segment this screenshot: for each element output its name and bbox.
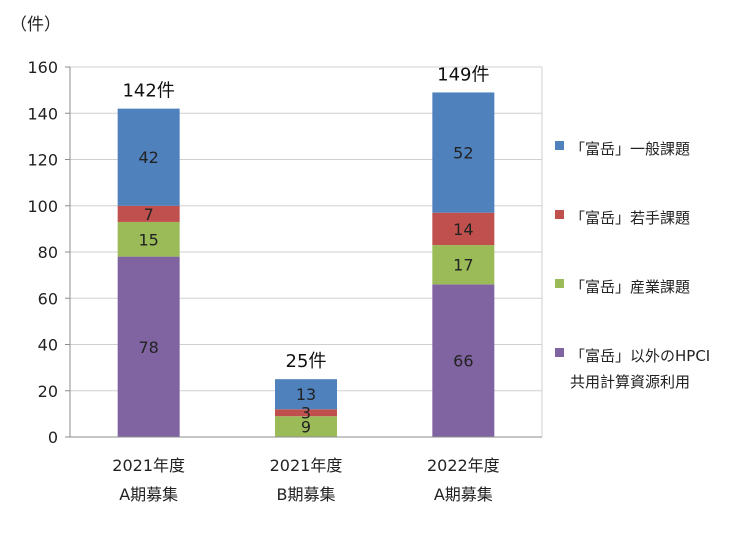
y-tick-label: 0	[48, 428, 58, 447]
legend-label-line: 「富岳」一般課題	[570, 140, 691, 158]
legend-swatch	[555, 279, 564, 288]
bar-value-label: 78	[138, 338, 158, 357]
x-tick-label: B期募集	[277, 485, 336, 504]
bar-value-label: 14	[453, 220, 473, 239]
legend-item: 「富岳」一般課題	[555, 128, 745, 197]
bar-segment	[117, 108, 180, 206]
legend-label: 「富岳」若手課題	[570, 205, 690, 231]
bar-segment	[432, 92, 495, 213]
bar-total-label: 149件	[437, 64, 489, 85]
bar-value-label: 42	[138, 148, 158, 167]
bar-segment	[432, 212, 495, 246]
x-tick-label: A期募集	[119, 485, 178, 504]
bar-segment	[275, 379, 337, 410]
x-tick-label: 2021年度	[270, 456, 343, 475]
y-tick-label: 160	[27, 58, 58, 77]
bar-value-label: 13	[296, 385, 316, 404]
bar-segment	[432, 245, 495, 285]
legend-swatch	[555, 210, 564, 219]
bar-value-label: 7	[144, 205, 154, 224]
legend-label-line: 「富岳」産業課題	[570, 278, 691, 296]
y-tick-label: 80	[38, 243, 58, 262]
y-tick-label: 100	[27, 197, 58, 216]
bar-segment	[117, 205, 180, 222]
bar-value-label: 17	[453, 256, 473, 275]
y-tick-label: 60	[38, 289, 58, 308]
y-axis-unit-label: （件）	[10, 15, 61, 35]
y-tick-label: 140	[27, 104, 58, 123]
y-tick-label: 40	[38, 336, 58, 355]
x-tick-label: A期募集	[434, 485, 493, 504]
x-tick-label: 2021年度	[112, 456, 185, 475]
legend-swatch	[555, 348, 564, 357]
legend-swatch	[555, 141, 564, 150]
bar-segment	[275, 409, 337, 417]
legend-label: 「富岳」以外のHPCI 共用計算資源利用	[570, 343, 710, 395]
bar-total-label: 25件	[286, 351, 327, 372]
bar-total-label: 142件	[122, 81, 174, 102]
bar-value-label: 52	[453, 144, 473, 163]
x-tick-label: 2022年度	[427, 456, 500, 475]
legend-label-line: 「富岳」若手課題	[570, 209, 691, 227]
legend: 「富岳」一般課題 「富岳」若手課題 「富岳」産業課題「富岳」以外のHPCI 共用計算資…	[555, 128, 745, 404]
axes: 0 20 40 60 80 100 120 140 160 2021年度 A期募集 2021年度 B期募…	[27, 58, 542, 504]
bar-value-label: 3	[301, 404, 311, 423]
legend-label-line: 「富岳」以外のHPCI	[570, 347, 711, 365]
bar-segment	[432, 284, 495, 437]
y-tick-label: 20	[38, 382, 58, 401]
bar-value-label: 9	[301, 418, 311, 437]
legend-label: 「富岳」産業課題	[570, 274, 690, 300]
y-tick-label: 120	[27, 151, 58, 170]
bar-segment	[117, 221, 180, 257]
bar-segment	[117, 256, 180, 437]
bars	[117, 92, 495, 437]
bar-value-label: 15	[138, 230, 158, 249]
legend-item: 「富岳」産業課題	[555, 266, 745, 335]
legend-label: 「富岳」一般課題	[570, 136, 690, 162]
bar-segment	[275, 416, 337, 437]
bar-value-label: 66	[453, 352, 473, 371]
legend-item: 「富岳」若手課題	[555, 197, 745, 266]
legend-item: 「富岳」以外のHPCI 共用計算資源利用	[555, 335, 745, 404]
legend-label-line: 共用計算資源利用	[570, 373, 691, 391]
